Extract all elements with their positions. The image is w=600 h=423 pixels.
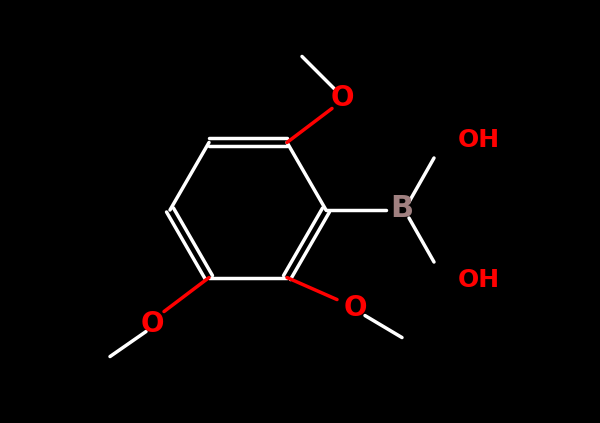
Text: OH: OH <box>458 128 500 152</box>
Text: B: B <box>391 193 413 222</box>
Text: O: O <box>343 294 367 321</box>
Text: O: O <box>330 85 354 113</box>
Text: OH: OH <box>458 268 500 292</box>
Text: O: O <box>140 310 164 338</box>
